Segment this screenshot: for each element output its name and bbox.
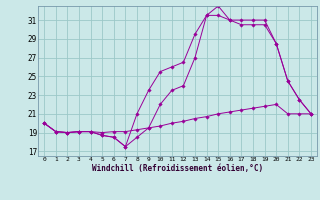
X-axis label: Windchill (Refroidissement éolien,°C): Windchill (Refroidissement éolien,°C) bbox=[92, 164, 263, 173]
